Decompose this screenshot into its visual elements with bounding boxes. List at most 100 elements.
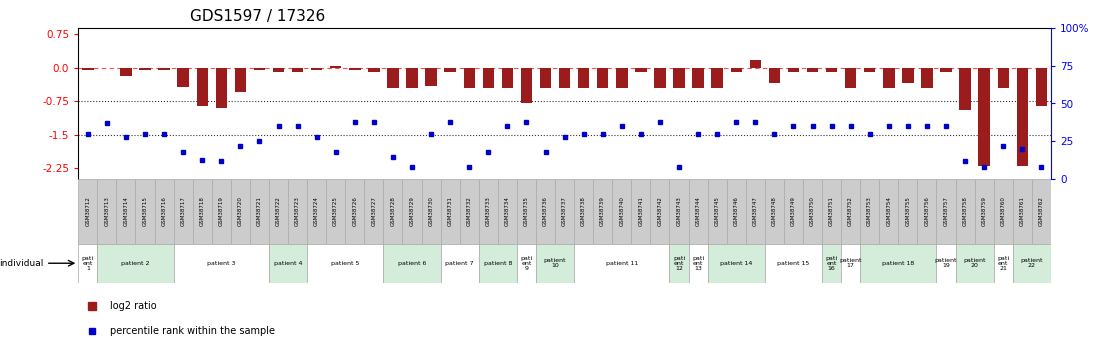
Bar bbox=[269, 179, 288, 244]
Text: patient 5: patient 5 bbox=[331, 261, 360, 266]
Bar bbox=[651, 179, 670, 244]
Text: GSM38741: GSM38741 bbox=[638, 197, 643, 226]
Bar bbox=[746, 179, 765, 244]
Bar bbox=[216, 68, 227, 108]
Text: individual: individual bbox=[0, 259, 44, 268]
Text: pati
ent
9: pati ent 9 bbox=[520, 256, 532, 271]
Text: pati
ent
21: pati ent 21 bbox=[997, 256, 1010, 271]
Bar bbox=[956, 244, 994, 283]
Bar bbox=[154, 179, 173, 244]
Text: GSM38712: GSM38712 bbox=[85, 197, 91, 226]
Bar bbox=[540, 68, 551, 88]
Bar bbox=[173, 179, 192, 244]
Bar bbox=[445, 68, 456, 72]
Text: patient 6: patient 6 bbox=[398, 261, 426, 266]
Text: GSM38729: GSM38729 bbox=[409, 197, 415, 226]
Text: GSM38723: GSM38723 bbox=[295, 197, 300, 226]
Bar bbox=[273, 68, 284, 72]
Bar bbox=[1035, 68, 1048, 106]
Text: GSM38748: GSM38748 bbox=[771, 197, 777, 226]
Bar bbox=[197, 68, 208, 106]
Bar bbox=[517, 244, 536, 283]
Bar bbox=[502, 68, 513, 88]
Bar bbox=[464, 68, 475, 88]
Text: GSM38742: GSM38742 bbox=[657, 197, 663, 226]
Text: GSM38737: GSM38737 bbox=[562, 197, 567, 226]
Bar bbox=[956, 179, 975, 244]
Bar bbox=[307, 179, 326, 244]
Text: GSM38735: GSM38735 bbox=[524, 197, 529, 226]
Text: GSM38759: GSM38759 bbox=[982, 197, 987, 226]
Text: patient
17: patient 17 bbox=[840, 258, 862, 268]
Bar bbox=[803, 179, 822, 244]
Bar bbox=[555, 179, 575, 244]
Bar bbox=[402, 179, 421, 244]
Bar bbox=[575, 244, 670, 283]
Text: GSM38744: GSM38744 bbox=[695, 197, 701, 226]
Text: GSM38717: GSM38717 bbox=[181, 197, 186, 226]
Bar bbox=[959, 68, 970, 110]
Text: patient 3: patient 3 bbox=[207, 261, 236, 266]
Text: patient
10: patient 10 bbox=[543, 258, 567, 268]
Text: GSM38724: GSM38724 bbox=[314, 197, 319, 226]
Bar bbox=[730, 68, 742, 72]
Bar bbox=[440, 179, 459, 244]
Bar bbox=[997, 68, 1008, 88]
Bar bbox=[97, 244, 173, 283]
Bar bbox=[822, 244, 841, 283]
Bar bbox=[708, 244, 765, 283]
Text: pati
ent
16: pati ent 16 bbox=[825, 256, 837, 271]
Bar bbox=[784, 179, 803, 244]
Bar bbox=[578, 68, 589, 88]
Bar bbox=[689, 244, 708, 283]
Bar bbox=[994, 244, 1013, 283]
Text: patient 14: patient 14 bbox=[720, 261, 752, 266]
Bar bbox=[192, 179, 211, 244]
Bar bbox=[670, 244, 689, 283]
Bar bbox=[765, 179, 784, 244]
Bar bbox=[135, 179, 154, 244]
Text: patient 4: patient 4 bbox=[274, 261, 302, 266]
Text: GSM38761: GSM38761 bbox=[1020, 197, 1025, 226]
Text: GSM38747: GSM38747 bbox=[752, 197, 758, 226]
Bar bbox=[521, 68, 532, 104]
Text: GSM38746: GSM38746 bbox=[733, 197, 739, 226]
Text: patient
20: patient 20 bbox=[964, 258, 986, 268]
Bar bbox=[349, 68, 360, 70]
Text: GSM38739: GSM38739 bbox=[600, 197, 605, 226]
Text: GSM38714: GSM38714 bbox=[123, 197, 129, 226]
Text: GSM38760: GSM38760 bbox=[1001, 197, 1006, 226]
Text: patient
19: patient 19 bbox=[935, 258, 957, 268]
Text: GSM38721: GSM38721 bbox=[257, 197, 262, 226]
Bar bbox=[879, 179, 899, 244]
Text: GSM38752: GSM38752 bbox=[849, 197, 853, 226]
Bar bbox=[1013, 244, 1051, 283]
Text: log2 ratio: log2 ratio bbox=[110, 301, 157, 310]
Bar bbox=[425, 68, 437, 86]
Text: GSM38751: GSM38751 bbox=[830, 197, 834, 226]
Bar bbox=[235, 68, 246, 92]
Bar bbox=[459, 179, 479, 244]
Bar bbox=[1016, 68, 1029, 166]
Bar bbox=[883, 68, 894, 88]
Bar bbox=[140, 68, 151, 70]
Text: GSM38713: GSM38713 bbox=[104, 197, 110, 226]
Text: pati
ent
13: pati ent 13 bbox=[692, 256, 704, 271]
Bar bbox=[368, 68, 380, 72]
Bar bbox=[517, 179, 536, 244]
Bar bbox=[307, 244, 383, 283]
Bar bbox=[937, 179, 956, 244]
Text: pati
ent
1: pati ent 1 bbox=[82, 256, 94, 271]
Bar bbox=[178, 68, 189, 87]
Bar bbox=[860, 179, 879, 244]
Bar bbox=[692, 68, 704, 88]
Bar bbox=[536, 179, 555, 244]
Text: GSM38757: GSM38757 bbox=[944, 197, 948, 226]
Bar bbox=[860, 244, 937, 283]
Bar bbox=[479, 244, 517, 283]
Text: patient 8: patient 8 bbox=[484, 261, 512, 266]
Bar bbox=[498, 179, 517, 244]
Bar bbox=[159, 68, 170, 70]
Bar bbox=[536, 244, 575, 283]
Text: GSM38743: GSM38743 bbox=[676, 197, 682, 226]
